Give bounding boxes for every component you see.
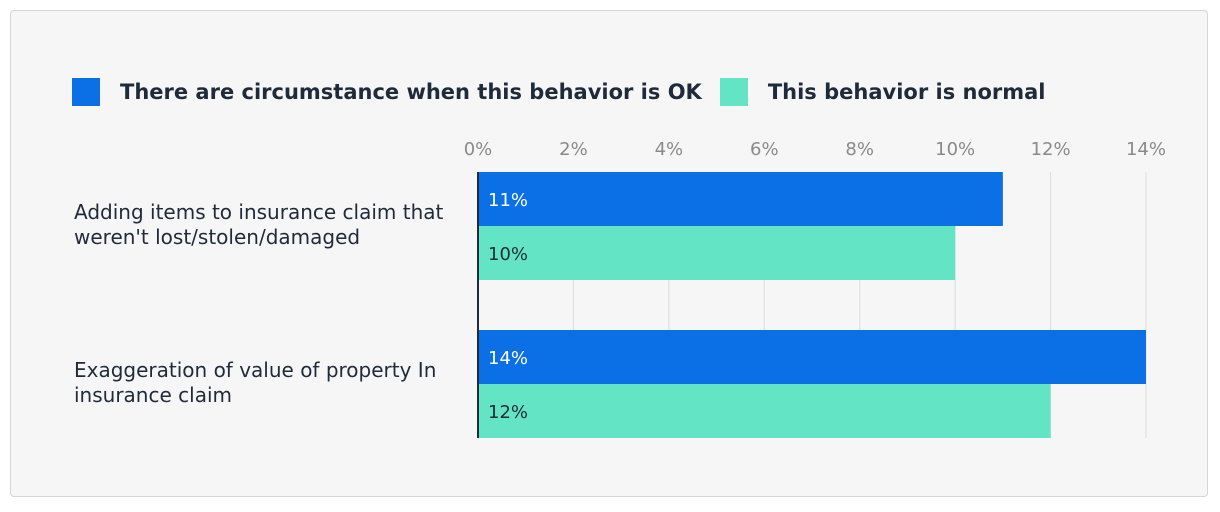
bar-normal-0: [478, 226, 956, 280]
x-tick-label-14: 14%: [1126, 139, 1166, 160]
x-tick-label-4: 4%: [655, 139, 684, 160]
bar-ok-0: [478, 172, 1003, 226]
legend-swatch-ok: [72, 78, 100, 106]
x-tick-label-10: 10%: [935, 139, 975, 160]
x-tick-label-12: 12%: [1031, 139, 1071, 160]
bar-value-label-normal-0: 10%: [488, 244, 528, 265]
x-tick-label-6: 6%: [750, 139, 779, 160]
bar-value-label-ok-1: 14%: [488, 348, 528, 369]
legend-item-ok[interactable]: There are circumstance when this behavio…: [72, 78, 702, 106]
legend-label-ok: There are circumstance when this behavio…: [120, 80, 702, 104]
legend-label-normal: This behavior is normal: [767, 80, 1046, 104]
legend-item-normal[interactable]: This behavior is normal: [719, 78, 1046, 106]
bar-value-label-normal-1: 12%: [488, 402, 528, 423]
bar-ok-1: [478, 330, 1146, 384]
legend: There are circumstance when this behavio…: [72, 78, 1063, 106]
category-label-adding-items: Adding items to insurance claim that wer…: [74, 200, 444, 249]
category-label-exaggeration: Exaggeration of value of property In ins…: [74, 358, 437, 407]
legend-swatch-normal: [719, 78, 748, 106]
x-tick-label-8: 8%: [845, 139, 874, 160]
x-tick-label-0: 0%: [464, 139, 493, 160]
x-tick-label-2: 2%: [559, 139, 588, 160]
bar-value-label-ok-0: 11%: [488, 190, 528, 211]
bar-normal-1: [478, 384, 1051, 438]
